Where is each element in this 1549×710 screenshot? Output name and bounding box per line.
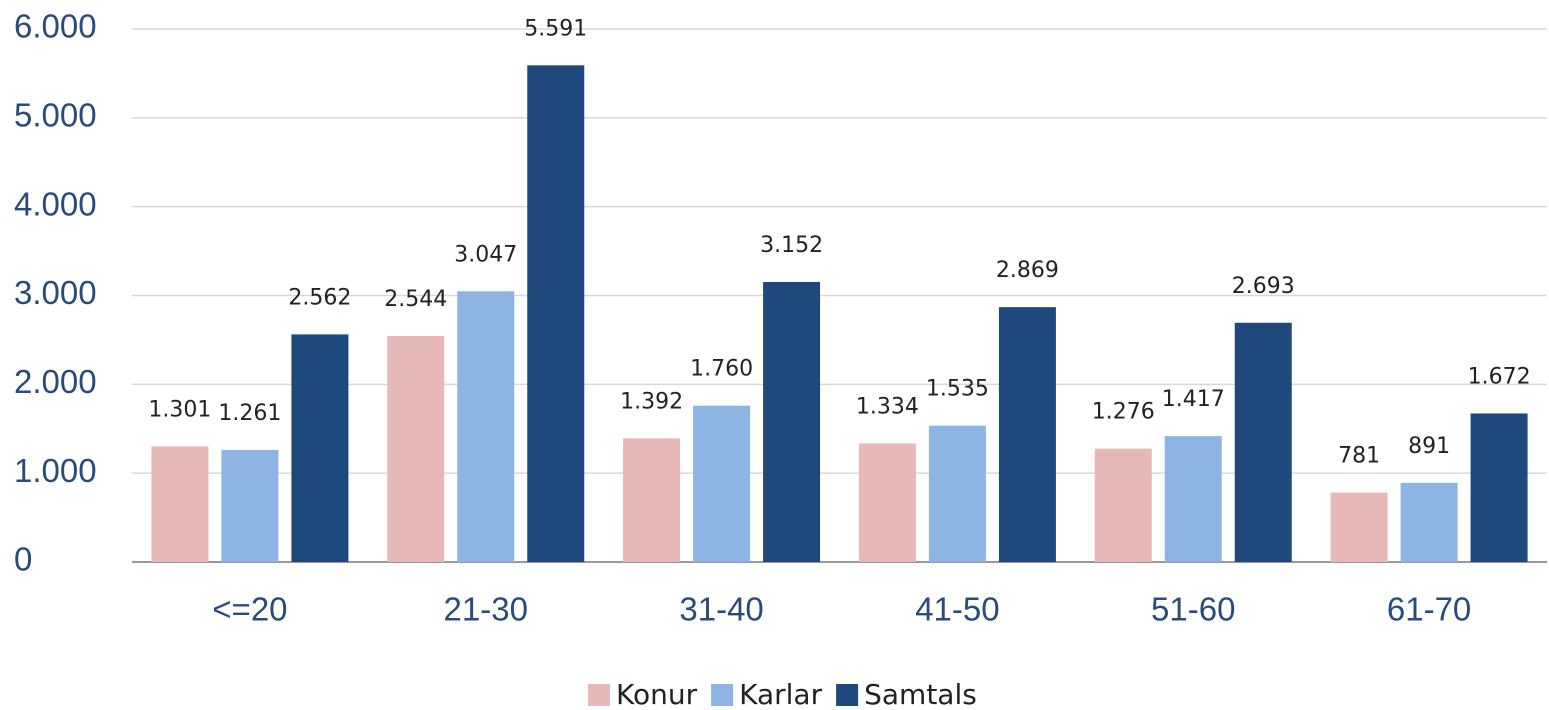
bar bbox=[928, 425, 986, 562]
value-label: 1.276 bbox=[1092, 400, 1155, 425]
legend-label: Konur bbox=[616, 678, 698, 710]
value-label: 1.334 bbox=[856, 394, 919, 419]
bar bbox=[527, 65, 585, 563]
value-label: 2.544 bbox=[384, 287, 447, 312]
value-label: 1.301 bbox=[148, 397, 211, 422]
legend-label: Karlar bbox=[739, 678, 822, 710]
value-label: 5.591 bbox=[524, 16, 587, 41]
y-tick-label: 2.000 bbox=[14, 363, 97, 400]
bar bbox=[623, 438, 681, 562]
x-tick-label: 51-60 bbox=[1151, 591, 1235, 628]
x-tick-label: 31-40 bbox=[679, 591, 763, 628]
value-label: 1.417 bbox=[1162, 387, 1225, 412]
bar bbox=[1330, 492, 1388, 562]
value-label: 3.152 bbox=[760, 233, 823, 258]
value-label: 1.535 bbox=[926, 377, 989, 402]
legend-swatch bbox=[836, 684, 859, 706]
y-tick-label: 6.000 bbox=[14, 8, 97, 45]
x-tick-label: 21-30 bbox=[444, 591, 528, 628]
bar bbox=[1164, 436, 1222, 562]
x-tick-label: 41-50 bbox=[915, 591, 999, 628]
y-tick-label: 4.000 bbox=[14, 185, 97, 222]
value-label: 1.261 bbox=[218, 401, 281, 426]
value-label: 891 bbox=[1408, 434, 1450, 459]
value-label: 2.869 bbox=[996, 258, 1059, 283]
value-label: 1.392 bbox=[620, 389, 683, 414]
y-tick-label: 5.000 bbox=[14, 97, 97, 134]
y-tick-label: 1.000 bbox=[14, 452, 97, 489]
bar bbox=[858, 443, 916, 562]
y-tick-label: 3.000 bbox=[14, 274, 97, 311]
y-tick-label: 0 bbox=[14, 541, 32, 578]
value-label: 2.693 bbox=[1232, 274, 1295, 299]
legend-swatch bbox=[588, 684, 610, 706]
bar bbox=[1094, 448, 1152, 562]
bar bbox=[1234, 322, 1292, 562]
bar bbox=[1470, 413, 1528, 562]
legend-label: Samtals bbox=[864, 678, 977, 710]
bar bbox=[457, 291, 515, 562]
legend-swatch bbox=[711, 684, 734, 706]
value-label: 3.047 bbox=[454, 242, 517, 267]
bar bbox=[693, 405, 751, 562]
bar bbox=[763, 281, 821, 562]
bar bbox=[151, 446, 209, 562]
x-tick-label: 61-70 bbox=[1387, 591, 1471, 628]
bar bbox=[998, 307, 1056, 562]
value-label: 781 bbox=[1338, 444, 1380, 469]
bar bbox=[1400, 482, 1458, 562]
bar bbox=[291, 334, 349, 562]
x-tick-label: <=20 bbox=[212, 591, 287, 628]
bar bbox=[221, 449, 279, 562]
bar bbox=[387, 336, 445, 562]
value-label: 2.562 bbox=[288, 285, 351, 310]
value-label: 1.760 bbox=[690, 357, 753, 382]
value-label: 1.672 bbox=[1468, 364, 1531, 389]
